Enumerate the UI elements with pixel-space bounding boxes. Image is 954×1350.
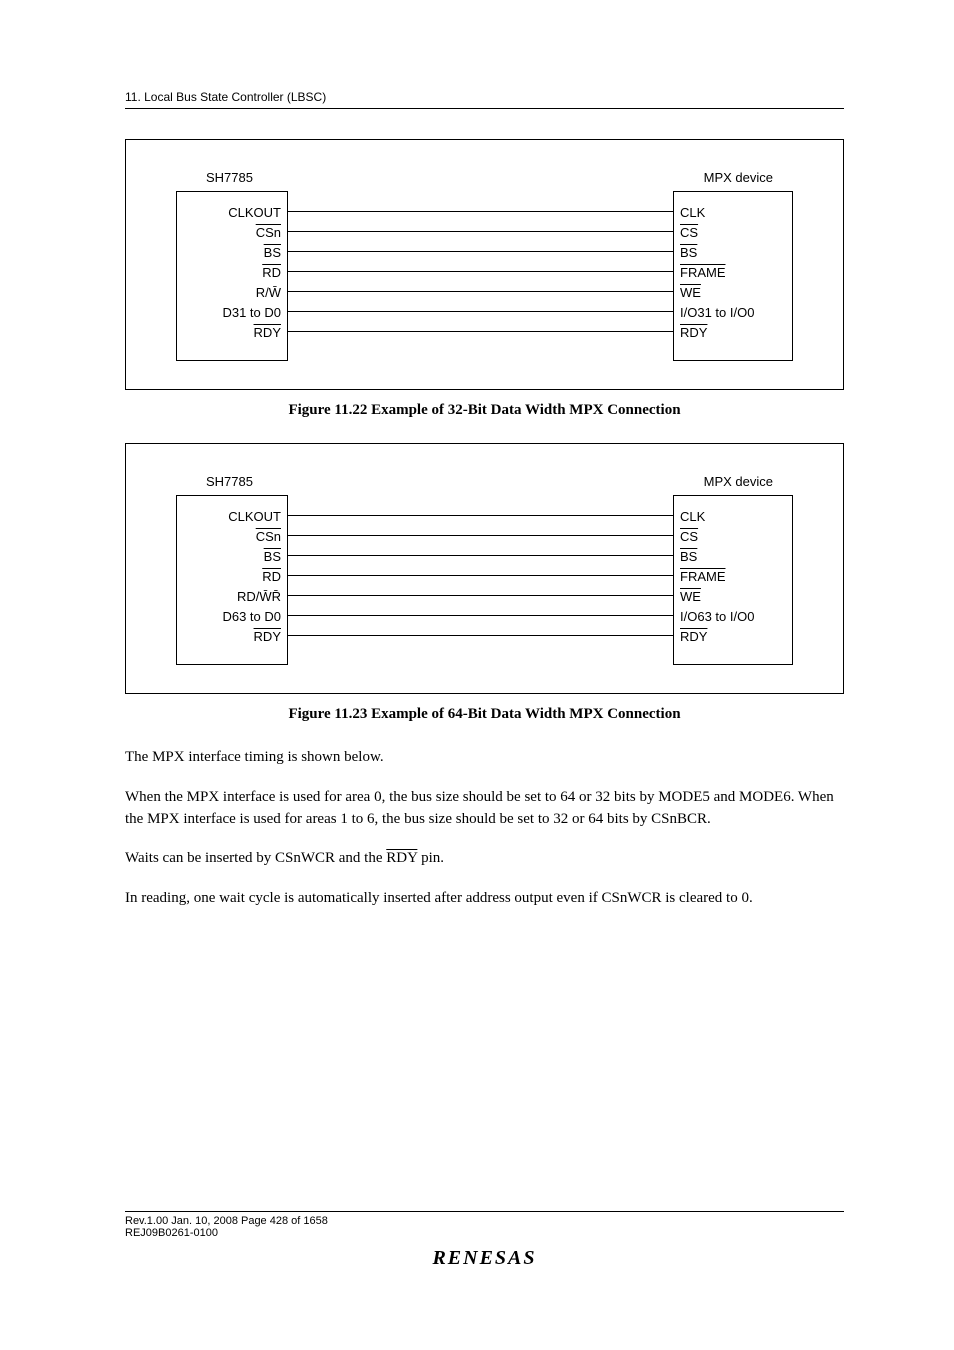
fig2-right-chip: MPX device	[704, 474, 773, 489]
signal-wire	[288, 635, 673, 636]
signal-left: RD	[189, 265, 287, 280]
signal-wire	[288, 271, 673, 272]
footer-doc: REJ09B0261-0100	[125, 1227, 844, 1239]
signal-left: CSn	[189, 529, 287, 544]
fig1-signals: CLKOUT CSn BS RD R/W̄ D31 to D0 RDY CLK CS BS FRAM…	[176, 191, 793, 361]
figure-32bit: SH7785 MPX device CLKOUT CSn BS RD R/W̄ D31 t…	[125, 139, 844, 390]
signal-right: FRAME	[674, 569, 780, 584]
signal-left: RDY	[189, 325, 287, 340]
signal-right: CLK	[674, 509, 780, 524]
fig2-left-chip: SH7785	[206, 474, 253, 489]
signal-right: CS	[674, 225, 780, 240]
signal-right: RDY	[674, 629, 780, 644]
figure2-caption: Figure 11.23 Example of 64-Bit Data Widt…	[125, 706, 844, 723]
signal-left: CLKOUT	[189, 205, 287, 220]
figure1-caption: Figure 11.22 Example of 32-Bit Data Widt…	[125, 402, 844, 419]
signal-left: D63 to D0	[189, 609, 287, 624]
paragraph-2: When the MPX interface is used for area …	[125, 787, 844, 831]
signal-wire	[288, 575, 673, 576]
page-footer: Rev.1.00 Jan. 10, 2008 Page 428 of 1658 …	[125, 1211, 844, 1270]
signal-right: I/O31 to I/O0	[674, 305, 780, 320]
signal-left: CSn	[189, 225, 287, 240]
paragraph-4: In reading, one wait cycle is automatica…	[125, 888, 844, 910]
signal-wire	[288, 615, 673, 616]
signal-wire	[288, 231, 673, 232]
renesas-logo: RENESAS	[125, 1247, 844, 1270]
paragraph-1: The MPX interface timing is shown below.	[125, 747, 844, 769]
fig1-left-chip: SH7785	[206, 170, 253, 185]
signal-left: BS	[189, 245, 287, 260]
signal-wire	[288, 555, 673, 556]
signal-left: R/W̄	[189, 285, 287, 300]
signal-wire	[288, 535, 673, 536]
signal-left: CLKOUT	[189, 509, 287, 524]
signal-wire	[288, 251, 673, 252]
fig2-signals: CLKOUT CSn BS RD RD/W̄R̄ D63 to D0 RDY CLK CS BS F…	[176, 495, 793, 665]
signal-wire	[288, 211, 673, 212]
page-header: 11. Local Bus State Controller (LBSC)	[125, 90, 844, 109]
p3-post: pin.	[417, 850, 444, 866]
signal-left: RD/W̄R̄	[189, 589, 287, 604]
signal-left: BS	[189, 549, 287, 564]
signal-wire	[288, 515, 673, 516]
signal-right: WE	[674, 285, 780, 300]
signal-right: BS	[674, 245, 780, 260]
signal-right: RDY	[674, 325, 780, 340]
signal-left: D31 to D0	[189, 305, 287, 320]
p3-pre: Waits can be inserted by CSnWCR and the	[125, 850, 386, 866]
signal-wire	[288, 595, 673, 596]
signal-right: CLK	[674, 205, 780, 220]
footer-rev: Rev.1.00 Jan. 10, 2008 Page 428 of 1658	[125, 1215, 844, 1227]
paragraph-3: Waits can be inserted by CSnWCR and the …	[125, 848, 844, 870]
signal-right: CS	[674, 529, 780, 544]
header-text: 11. Local Bus State Controller (LBSC)	[125, 90, 326, 104]
signal-wire	[288, 331, 673, 332]
signal-wire	[288, 311, 673, 312]
signal-wire	[288, 291, 673, 292]
fig1-right-chip: MPX device	[704, 170, 773, 185]
signal-right: FRAME	[674, 265, 780, 280]
signal-right: WE	[674, 589, 780, 604]
signal-left: RD	[189, 569, 287, 584]
p3-rdy: RDY	[386, 850, 417, 866]
signal-right: BS	[674, 549, 780, 564]
figure-64bit: SH7785 MPX device CLKOUT CSn BS RD RD/W̄R̄ D6…	[125, 443, 844, 694]
signal-left: RDY	[189, 629, 287, 644]
signal-right: I/O63 to I/O0	[674, 609, 780, 624]
